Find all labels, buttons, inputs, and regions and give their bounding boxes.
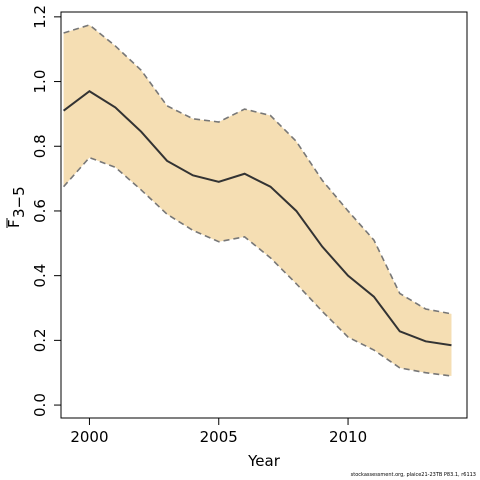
estimate-line <box>62 90 452 347</box>
y-tick-label: 1.0 <box>31 70 49 94</box>
lower-bound-line <box>62 156 452 377</box>
y-axis-title-subscript: 3−5 <box>10 186 28 218</box>
x-tick-label: 2005 <box>200 428 238 446</box>
x-axis-title: Year <box>247 452 281 470</box>
y-axis-title-main: F <box>5 219 23 228</box>
plot-area <box>62 24 452 377</box>
x-tick-label: 2010 <box>329 428 367 446</box>
footer-credit: stockassessment.org, plaice21-23TB P83.1… <box>350 472 476 478</box>
upper-bound-line <box>63 24 452 315</box>
y-axis-title: F 3−5 <box>5 186 28 228</box>
confidence-band <box>63 24 452 376</box>
y-tick-label: 0.6 <box>31 199 49 223</box>
x-tick-label: 2000 <box>70 428 108 446</box>
y-tick-label: 0.4 <box>31 264 49 288</box>
y-tick-label: 0.2 <box>31 328 49 352</box>
y-tick-label: 0.8 <box>31 134 49 158</box>
y-tick-label: 0.0 <box>31 393 49 417</box>
y-tick-label: 1.2 <box>31 5 49 29</box>
axes: 2000 2005 2010 0.0 0.2 0.4 0.6 0.8 1.0 1.2 <box>31 5 367 446</box>
